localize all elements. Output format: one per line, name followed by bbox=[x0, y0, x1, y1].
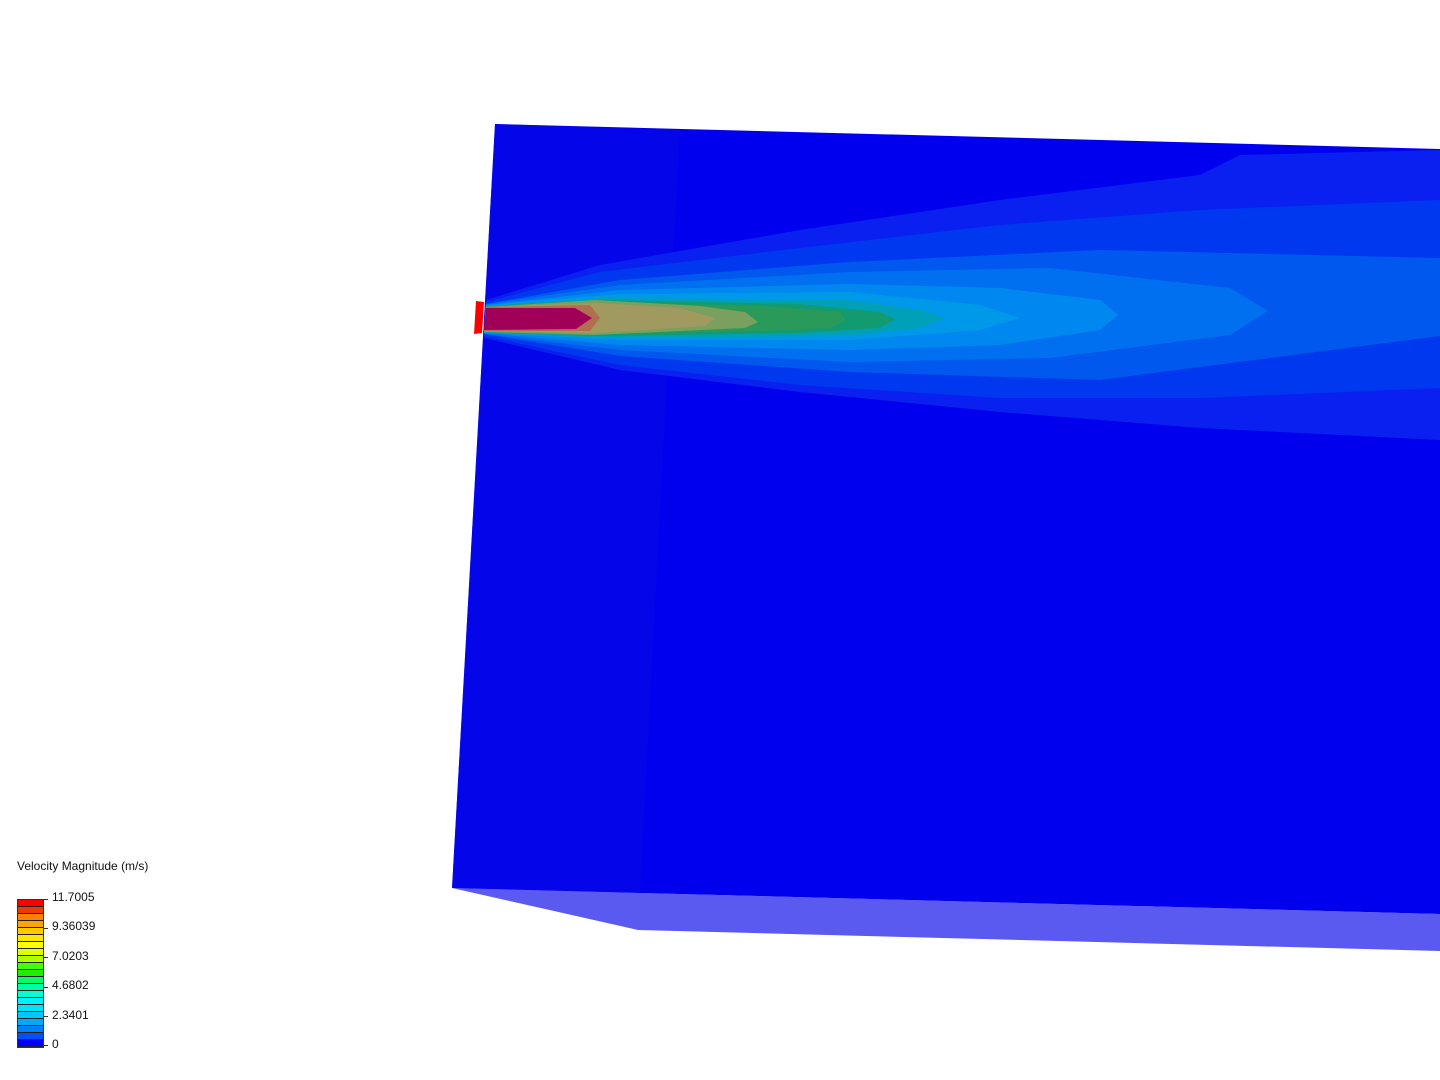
legend-color-band bbox=[18, 1040, 43, 1047]
legend-label: 9.36039 bbox=[52, 919, 96, 933]
legend-label-min: 0 bbox=[52, 1037, 59, 1051]
legend-label: 7.0203 bbox=[52, 949, 89, 963]
legend-tick bbox=[43, 1045, 48, 1046]
jet-core bbox=[484, 308, 592, 330]
legend-color-band bbox=[18, 991, 43, 998]
legend-color-band bbox=[18, 942, 43, 949]
legend-color-band bbox=[18, 1026, 43, 1033]
legend-color-band bbox=[18, 1019, 43, 1026]
domain-bottom-face bbox=[452, 888, 1440, 951]
color-legend: Velocity Magnitude (m/s) 11.7005 9.36039… bbox=[17, 859, 149, 1051]
legend-color-band bbox=[18, 963, 43, 970]
legend-label: 2.3401 bbox=[52, 1008, 89, 1022]
legend-color-band bbox=[18, 1005, 43, 1012]
inlet-face bbox=[474, 301, 484, 334]
legend-color-band bbox=[18, 1012, 43, 1019]
legend-color-band bbox=[18, 984, 43, 991]
legend-color-band bbox=[18, 921, 43, 928]
legend-color-band bbox=[18, 900, 43, 907]
legend-color-band bbox=[18, 914, 43, 921]
legend-color-band bbox=[18, 1033, 43, 1040]
legend-tick bbox=[43, 928, 48, 929]
legend-tick bbox=[43, 987, 48, 988]
legend-color-band bbox=[18, 935, 43, 942]
legend-label-max: 11.7005 bbox=[52, 890, 95, 904]
legend-color-band bbox=[18, 949, 43, 956]
legend-color-bar bbox=[17, 899, 44, 1048]
legend-color-band bbox=[18, 998, 43, 1005]
legend-label: 4.6802 bbox=[52, 978, 89, 992]
legend-tick bbox=[43, 1016, 48, 1017]
legend-tick bbox=[43, 957, 48, 958]
legend-title: Velocity Magnitude (m/s) bbox=[17, 859, 149, 873]
legend-color-band bbox=[18, 928, 43, 935]
legend-color-band bbox=[18, 907, 43, 914]
legend-tick bbox=[43, 899, 48, 900]
domain-shade bbox=[452, 124, 680, 893]
legend-color-band bbox=[18, 956, 43, 963]
legend-color-band bbox=[18, 970, 43, 977]
legend-color-band bbox=[18, 977, 43, 984]
